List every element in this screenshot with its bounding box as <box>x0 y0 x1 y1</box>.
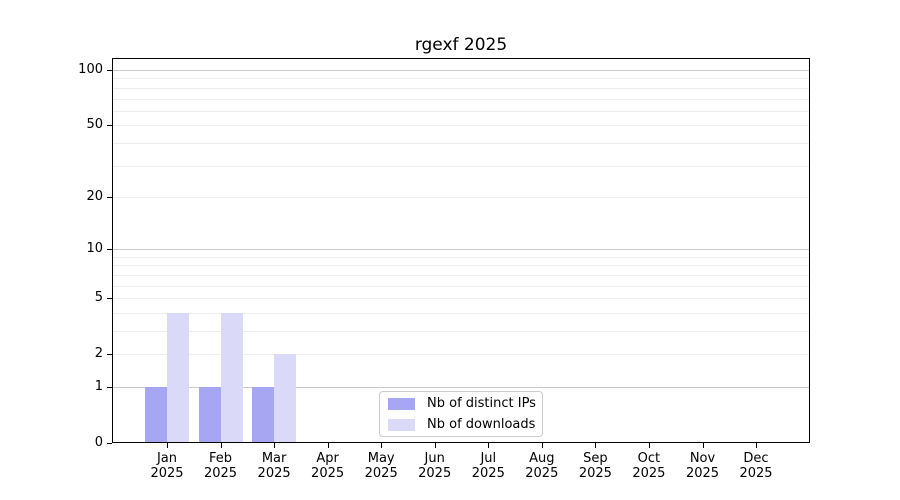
gridline-minor <box>113 110 809 112</box>
x-tick-year: 2025 <box>525 466 559 481</box>
gridline-minor <box>113 196 809 198</box>
gridline-minor <box>113 256 809 258</box>
bar-distinct-ips <box>198 387 221 442</box>
x-tick-label: Sep 2025 <box>565 451 625 481</box>
x-tick-label: Nov 2025 <box>673 451 733 481</box>
y-tick-label: 5 <box>94 290 103 306</box>
y-tick-label: 50 <box>86 117 103 133</box>
x-tick-month: May <box>367 451 395 466</box>
x-tick-year: 2025 <box>471 466 505 481</box>
x-tick <box>595 443 597 448</box>
y-tick-label: 1 <box>94 379 103 394</box>
plot-area <box>112 58 810 443</box>
x-tick-month: Apr <box>316 451 339 466</box>
bar-distinct-ips <box>145 387 167 442</box>
legend-swatch-distinct-ips-icon <box>388 397 415 410</box>
x-tick-month: Dec <box>743 451 769 466</box>
gridline-minor <box>113 331 809 332</box>
legend: Nb of distinct IPs Nb of downloads <box>379 391 543 437</box>
x-tick-month: Nov <box>689 451 716 466</box>
bar-downloads <box>220 312 243 442</box>
x-tick-month: Oct <box>637 451 661 466</box>
x-tick <box>541 443 543 448</box>
gridline-minor <box>113 165 809 167</box>
y-tick <box>107 125 112 127</box>
legend-label-distinct-ips: Nb of distinct IPs <box>427 395 536 411</box>
gridline-minor <box>113 274 809 276</box>
y-tick <box>107 70 112 71</box>
chart-title: rgexf 2025 <box>414 35 508 55</box>
gridline-minor <box>113 87 809 89</box>
y-tick <box>107 196 112 198</box>
x-tick-month: Mar <box>261 451 287 466</box>
bar-downloads <box>167 312 189 442</box>
x-tick <box>756 443 757 448</box>
y-tick <box>107 354 112 356</box>
x-tick-month: Aug <box>529 451 555 466</box>
x-tick <box>702 443 704 448</box>
gridline-minor <box>113 298 809 300</box>
y-tick-label: 20 <box>86 188 103 204</box>
x-tick-year: 2025 <box>257 466 291 481</box>
y-tick-label: 10 <box>86 241 103 257</box>
y-tick <box>107 387 112 388</box>
gridline-minor <box>113 125 809 127</box>
x-tick-month: Jan <box>156 451 178 466</box>
x-tick-label: May 2025 <box>351 451 411 481</box>
gridline-major <box>113 70 809 71</box>
gridline-major <box>113 249 809 251</box>
legend-item-distinct-ips: Nb of distinct IPs <box>388 395 536 413</box>
x-tick-label: Mar 2025 <box>244 451 304 481</box>
gridline-minor <box>113 98 809 100</box>
x-tick <box>220 443 222 448</box>
gridline-minor <box>113 285 809 287</box>
gridline-minor <box>113 265 809 267</box>
x-tick-label: Feb 2025 <box>191 451 251 481</box>
x-tick-label: Apr 2025 <box>298 451 358 481</box>
y-tick-label: 2 <box>94 346 103 362</box>
x-tick-month: Jul <box>480 451 497 466</box>
x-tick-month: Feb <box>208 451 233 466</box>
x-tick <box>274 443 276 448</box>
x-tick <box>167 443 168 448</box>
x-tick-year: 2025 <box>203 466 238 481</box>
x-tick-month: Sep <box>583 451 608 466</box>
legend-item-downloads: Nb of downloads <box>388 416 536 434</box>
gridline-minor <box>113 312 809 314</box>
y-tick <box>107 249 112 251</box>
legend-swatch-downloads-icon <box>388 418 415 431</box>
bar-downloads <box>274 354 297 442</box>
y-tick <box>107 443 112 444</box>
x-tick-year: 2025 <box>311 466 345 481</box>
x-tick-year: 2025 <box>418 466 452 481</box>
gridline-minor <box>113 354 809 356</box>
x-tick <box>381 443 383 448</box>
x-tick <box>648 443 650 448</box>
y-tick-label: 0 <box>94 435 103 450</box>
x-tick <box>434 443 436 448</box>
y-tick <box>107 298 112 300</box>
bar-distinct-ips <box>252 387 275 442</box>
x-tick-label: Jan 2025 <box>137 451 197 481</box>
y-tick-label: 100 <box>78 62 103 77</box>
x-tick-month: Jun <box>424 451 445 466</box>
x-tick-label: Aug 2025 <box>512 451 572 481</box>
gridline-minor <box>113 78 809 80</box>
x-tick-year: 2025 <box>632 466 666 481</box>
gridline-minor <box>113 142 809 144</box>
x-tick-year: 2025 <box>685 466 720 481</box>
x-tick-year: 2025 <box>364 466 398 481</box>
x-tick <box>327 443 329 448</box>
x-tick-year: 2025 <box>150 466 184 481</box>
x-tick-year: 2025 <box>739 466 773 481</box>
x-tick-label: Jul 2025 <box>458 451 518 481</box>
legend-label-downloads: Nb of downloads <box>427 416 536 432</box>
x-tick-year: 2025 <box>578 466 612 481</box>
x-tick-label: Oct 2025 <box>619 451 679 481</box>
gridline-major <box>113 387 809 388</box>
x-tick-label: Jun 2025 <box>405 451 465 481</box>
x-tick-label: Dec 2025 <box>726 451 786 481</box>
x-tick <box>488 443 490 448</box>
